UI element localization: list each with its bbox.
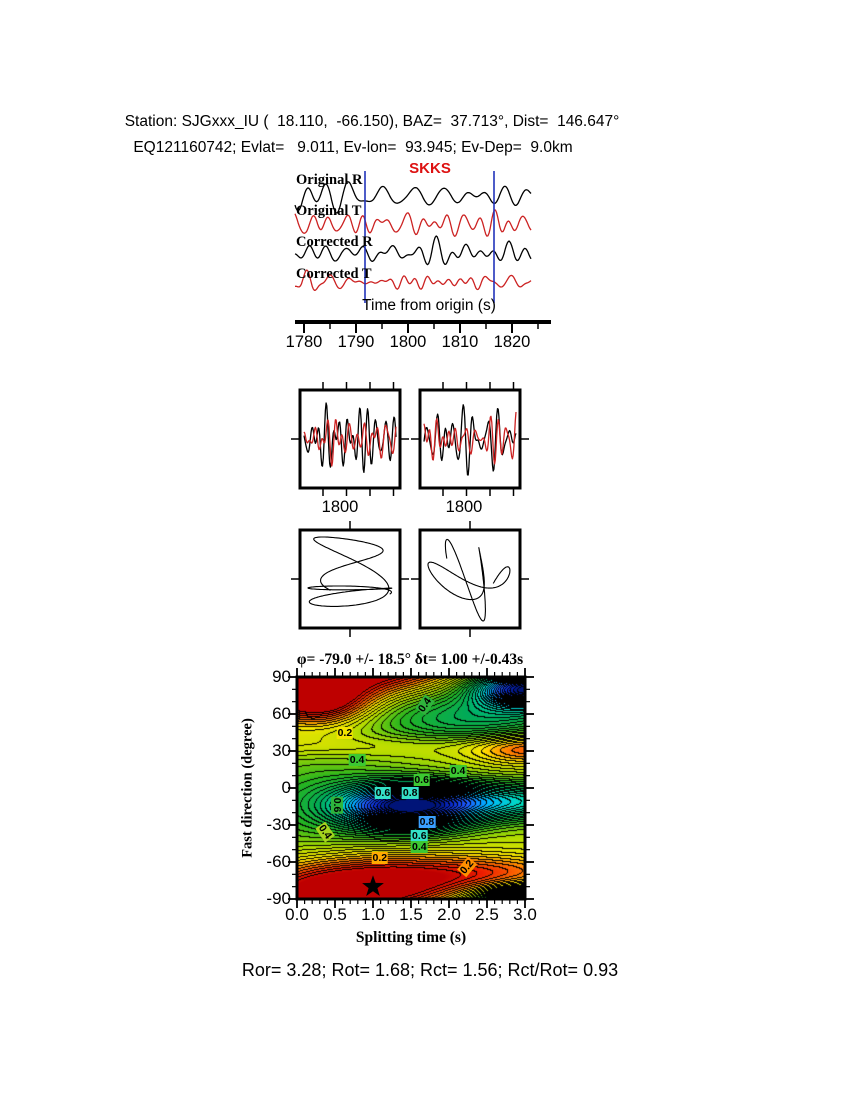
contour-y-tick-label: -30 — [266, 815, 291, 834]
contour-y-tick-label: -60 — [266, 852, 291, 871]
trace-label-corrected-t: Corrected T — [296, 266, 372, 282]
trace-label-original-t: Original T — [296, 203, 362, 219]
window-tick-label: 1800 — [445, 498, 483, 516]
time-tick-label: 1810 — [441, 333, 479, 351]
results-line: Ror= 3.28; Rot= 1.68; Rct= 1.56; Rct/Rot… — [241, 960, 619, 980]
contour-level-label: 0.4 — [411, 840, 428, 853]
contour-level-label: 0.2 — [336, 726, 354, 739]
contour-x-tick-label: 3.0 — [513, 905, 537, 924]
contour-y-tick-label: 0 — [281, 778, 291, 797]
contour-x-tick-label: 1.5 — [399, 905, 423, 924]
contour-level-label: 0.4 — [348, 754, 366, 766]
contour-x-tick-label: 0.0 — [285, 905, 309, 924]
contour-level-label: 0.6 — [374, 786, 392, 799]
contour-y-tick-label: -90 — [266, 889, 291, 908]
contour-title: φ= -79.0 +/- 18.5° δt= 1.00 +/-0.43s — [296, 651, 524, 668]
phase-label: SKKS — [409, 160, 451, 177]
contour-level-label: 0.8 — [418, 816, 436, 829]
trace-label-original-r: Original R — [296, 172, 363, 188]
contour-y-tick-label: 60 — [272, 704, 291, 723]
time-axis-label: Time from origin (s) — [362, 297, 496, 314]
time-tick-label: 1820 — [493, 333, 531, 351]
contour-x-tick-label: 0.5 — [323, 905, 347, 924]
contour-level-label: 0.6 — [331, 796, 344, 814]
contour-level-label: 0.2 — [371, 852, 389, 865]
time-tick-label: 1780 — [285, 333, 323, 351]
time-tick-label: 1790 — [337, 333, 375, 351]
contour-xlabel: Splitting time (s) — [355, 929, 467, 946]
contour-x-tick-label: 2.0 — [437, 905, 461, 924]
time-tick-label: 1800 — [389, 333, 427, 351]
window-tick-label: 1800 — [321, 498, 359, 516]
contour-level-label: 0.6 — [413, 773, 430, 786]
contour-x-tick-label: 1.0 — [361, 905, 385, 924]
contour-y-tick-label: 90 — [272, 667, 291, 686]
contour-x-tick-label: 2.5 — [475, 905, 499, 924]
station-header-line: Station: SJGxxx_IU ( 18.110, -66.150), B… — [124, 113, 620, 130]
contour-y-tick-label: 30 — [272, 741, 291, 760]
contour-level-label: 0.8 — [401, 786, 419, 799]
trace-label-corrected-r: Corrected R — [296, 234, 373, 250]
event-header-line: EQ121160742; Evlat= 9.011, Ev-lon= 93.94… — [133, 139, 573, 156]
contour-level-label: 0.4 — [449, 764, 467, 777]
